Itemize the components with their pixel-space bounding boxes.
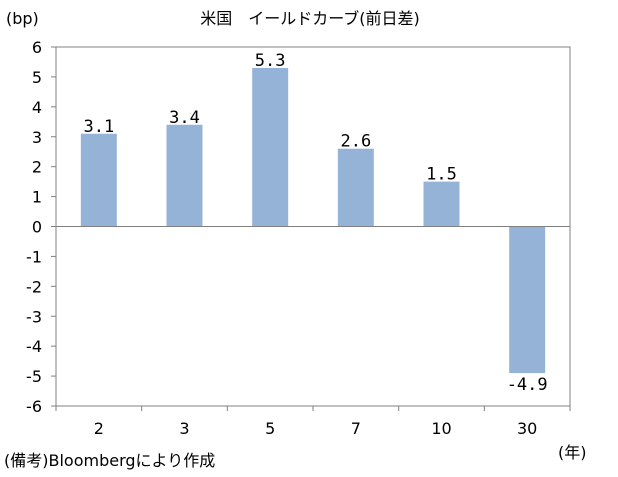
y-tick-label: 4: [32, 98, 42, 117]
x-tick-label: 3: [179, 419, 189, 438]
x-axis: 2 3 5 7 10 30: [55, 406, 571, 438]
data-label: -4.9: [507, 375, 548, 395]
y-tick-label: 6: [32, 38, 42, 57]
y-tick-label: -2: [26, 277, 42, 296]
bar: [80, 133, 117, 227]
bar: [337, 148, 374, 227]
x-tick-label: 10: [431, 419, 451, 438]
data-label: 5.3: [255, 51, 286, 71]
bar-series: 3.1 3.4 5.3 2.6 1.5 -4.9: [80, 51, 548, 395]
data-label: 2.6: [340, 132, 371, 152]
y-axis: 6 5 4 3 2 1 0 -1 -2 -3 -4 -5 -6: [26, 38, 56, 416]
x-tick-label: 7: [351, 419, 361, 438]
y-tick-label: -3: [26, 307, 42, 326]
x-axis-unit-label: (年): [558, 443, 587, 462]
y-tick-label: -6: [26, 397, 42, 416]
y-tick-label: 1: [32, 188, 42, 207]
y-tick-label: 0: [32, 218, 42, 237]
x-tick-label: 2: [94, 419, 104, 438]
bar: [166, 124, 203, 227]
y-tick-label: 3: [32, 128, 42, 147]
y-tick-label: -1: [26, 247, 42, 266]
bar: [509, 226, 546, 374]
y-axis-unit-label: (bp): [6, 9, 39, 28]
y-tick-label: -4: [26, 337, 42, 356]
source-note: (備考)Bloombergにより作成: [4, 451, 215, 470]
bar: [423, 181, 460, 227]
y-tick-label: 2: [32, 158, 42, 177]
x-tick-label: 5: [265, 419, 275, 438]
data-label: 3.4: [169, 108, 200, 128]
y-tick-label: -5: [26, 367, 42, 386]
x-tick-label: 30: [517, 419, 537, 438]
chart-title: 米国 イールドカーブ(前日差): [200, 9, 420, 28]
data-label: 1.5: [426, 165, 457, 185]
data-label: 3.1: [83, 117, 114, 137]
y-tick-label: 5: [32, 68, 42, 87]
bar: [252, 67, 289, 227]
